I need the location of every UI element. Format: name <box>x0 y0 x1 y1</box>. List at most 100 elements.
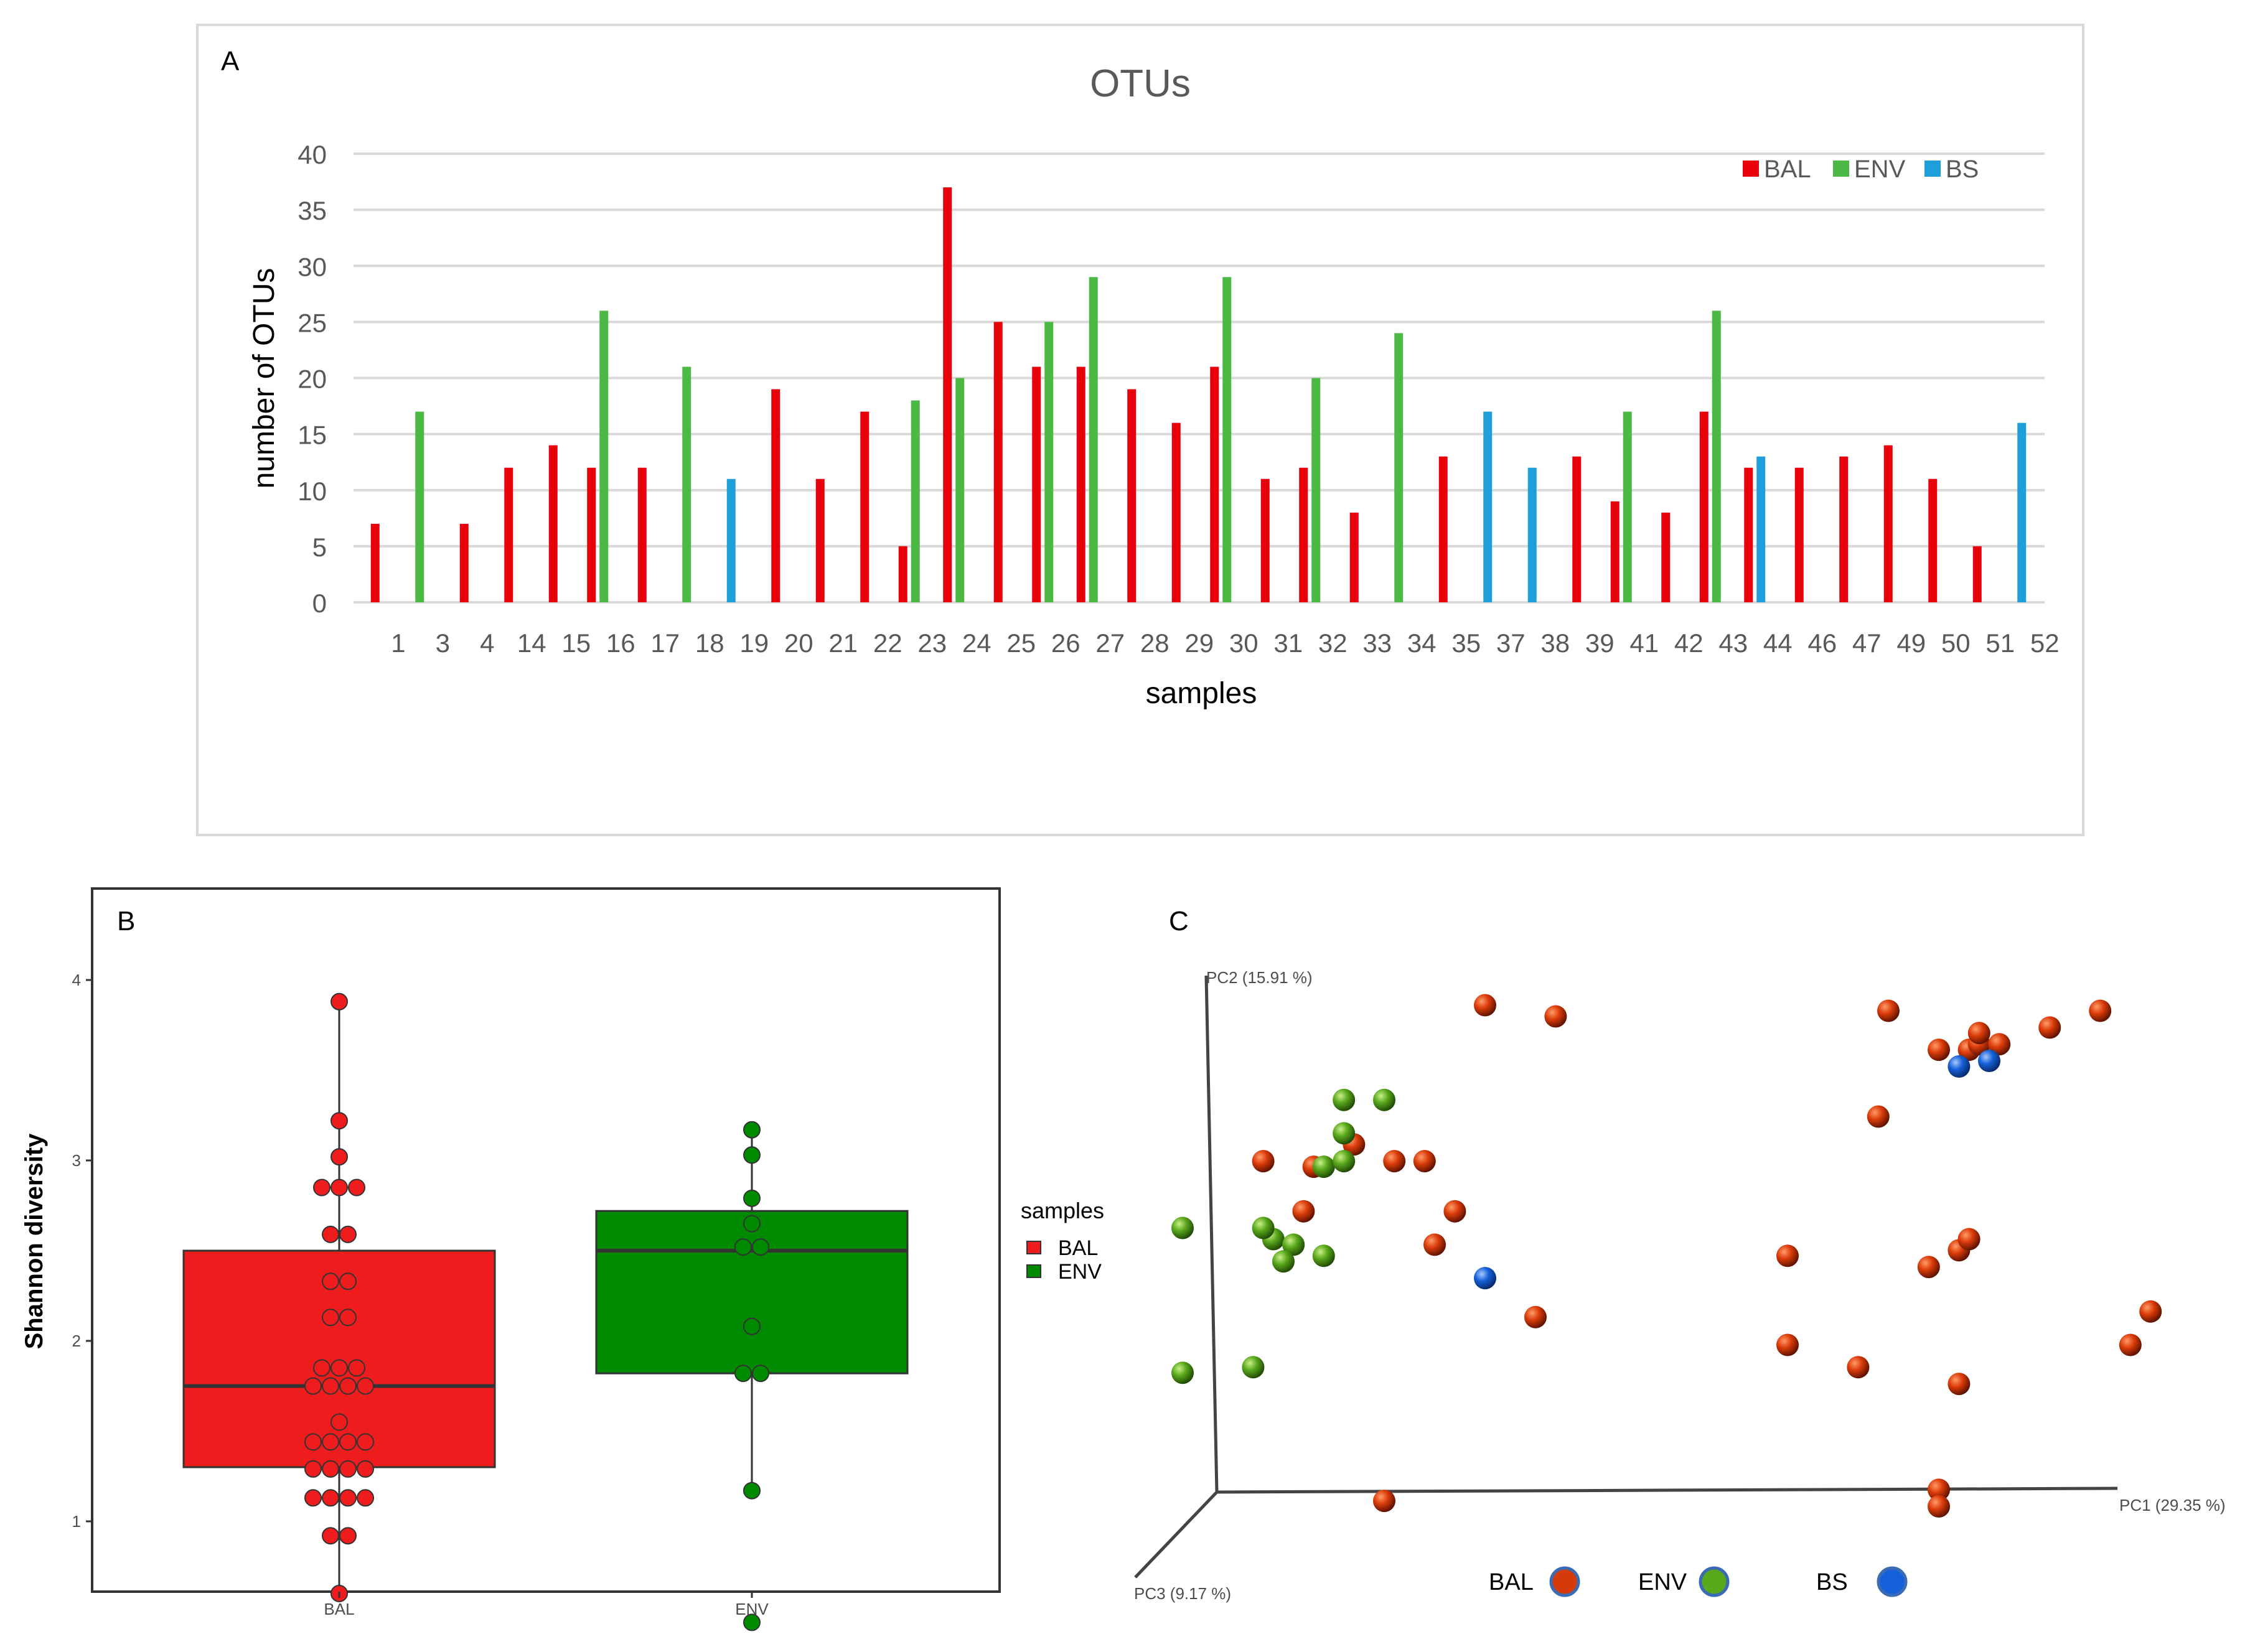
bar-bs <box>2017 422 2027 602</box>
point-bal <box>330 992 348 1010</box>
bar-bal <box>1744 467 1753 602</box>
point-env <box>743 1189 761 1207</box>
point-bal <box>357 1377 374 1395</box>
point-bal <box>322 1489 339 1507</box>
bar-bal <box>1032 366 1041 602</box>
point-bal <box>313 1359 330 1377</box>
bar-env <box>1044 322 1054 602</box>
x-tick-label: ENV <box>735 1600 769 1618</box>
bar-bal <box>1260 478 1270 602</box>
bar-bs <box>726 478 736 602</box>
chart-b-x-ticks: BAL ENV <box>324 1592 769 1618</box>
point-bal <box>1443 1200 1466 1223</box>
chart-c-points <box>1171 994 2162 1518</box>
bar-bal <box>1349 512 1359 602</box>
point-bal <box>322 1225 339 1243</box>
bar-bal <box>637 467 647 602</box>
bar-bs <box>1483 411 1493 602</box>
point-env <box>743 1317 761 1335</box>
bar-bal <box>1171 422 1181 602</box>
point-bal <box>339 1489 357 1507</box>
legend-label-env: ENV <box>1058 1260 1102 1284</box>
point-bal <box>2089 999 2112 1022</box>
x-tick-label: 24 <box>962 628 991 658</box>
point-bal <box>339 1527 357 1545</box>
chart-c-legend: BAL ENV BS <box>1489 1566 1908 1597</box>
point-bal <box>322 1433 339 1451</box>
point-env <box>1312 1244 1335 1267</box>
x-tick-label: 44 <box>1763 628 1793 658</box>
point-bal <box>1847 1356 1870 1379</box>
point-env <box>752 1238 769 1256</box>
bar-bal <box>1883 445 1893 602</box>
chart-b-ylabel: Shannon diversity <box>21 1133 48 1349</box>
point-env <box>1171 1361 1194 1384</box>
point-env <box>1333 1150 1356 1173</box>
bar-bal <box>1972 546 1982 602</box>
point-env <box>1282 1233 1305 1256</box>
point-bal <box>357 1433 374 1451</box>
bar-bal <box>860 411 870 602</box>
panel-c-label: C <box>1169 906 1189 936</box>
bar-env <box>1222 277 1232 602</box>
pc1-axis <box>1216 1486 2118 1494</box>
y-tick-label: 5 <box>312 533 327 562</box>
point-env <box>1272 1250 1295 1273</box>
chart-c-axes <box>1134 975 2118 1579</box>
bar-bal <box>370 523 380 602</box>
x-tick-label: 49 <box>1896 628 1926 658</box>
bar-env <box>1311 378 1321 602</box>
x-tick-label: 41 <box>1629 628 1659 658</box>
bar-env <box>415 411 424 602</box>
x-tick-label: 21 <box>828 628 858 658</box>
x-tick-label: 15 <box>561 628 591 658</box>
point-bal <box>322 1460 339 1478</box>
bar-bal <box>943 187 952 602</box>
x-tick-label: 27 <box>1095 628 1125 658</box>
x-tick-label: 47 <box>1852 628 1882 658</box>
x-tick-label: 23 <box>917 628 947 658</box>
x-tick-label: 28 <box>1140 628 1170 658</box>
x-tick-label: 29 <box>1184 628 1214 658</box>
point-bs <box>1474 1267 1496 1290</box>
point-env <box>734 1365 752 1383</box>
point-bal <box>2038 1016 2061 1039</box>
point-bal <box>322 1309 339 1327</box>
x-tick-label: 46 <box>1807 628 1837 658</box>
point-env <box>743 1146 761 1164</box>
chart-a-title: OTUs <box>1090 62 1191 105</box>
point-bal <box>339 1460 357 1478</box>
bar-bal <box>548 445 558 602</box>
point-bal <box>2139 1300 2162 1323</box>
point-bal <box>1776 1244 1799 1267</box>
bar-bal <box>1928 478 1938 602</box>
point-bal <box>1917 1256 1940 1279</box>
point-env <box>1333 1122 1356 1145</box>
y-tick-label: 10 <box>298 477 327 506</box>
point-bal <box>357 1460 374 1478</box>
bar-env <box>1089 277 1098 602</box>
panel-a-frame <box>196 24 2084 836</box>
legend-title: samples <box>1021 1198 1104 1223</box>
x-tick-label: 22 <box>873 628 902 658</box>
x-tick-label: 3 <box>436 628 450 658</box>
point-env <box>752 1365 769 1383</box>
y-tick-label: 0 <box>312 589 327 618</box>
x-tick-label: 14 <box>517 628 546 658</box>
legend-marker-bs <box>1877 1566 1908 1597</box>
point-bal <box>322 1527 339 1545</box>
chart-b-y-ticks: 1 2 3 4 <box>72 971 92 1531</box>
point-env <box>743 1121 761 1139</box>
x-tick-label: 18 <box>695 628 724 658</box>
x-tick-label: 30 <box>1229 628 1259 658</box>
chart-c-zlabel: PC3 (9.17 %) <box>1134 1584 1231 1603</box>
bar-bal <box>1794 467 1804 602</box>
point-env <box>743 1215 761 1233</box>
point-env <box>734 1238 752 1256</box>
point-bal <box>330 1112 348 1130</box>
point-bs <box>1978 1050 2000 1073</box>
legend-swatch-bal <box>1743 161 1759 177</box>
pc2-axis <box>1204 975 1219 1493</box>
